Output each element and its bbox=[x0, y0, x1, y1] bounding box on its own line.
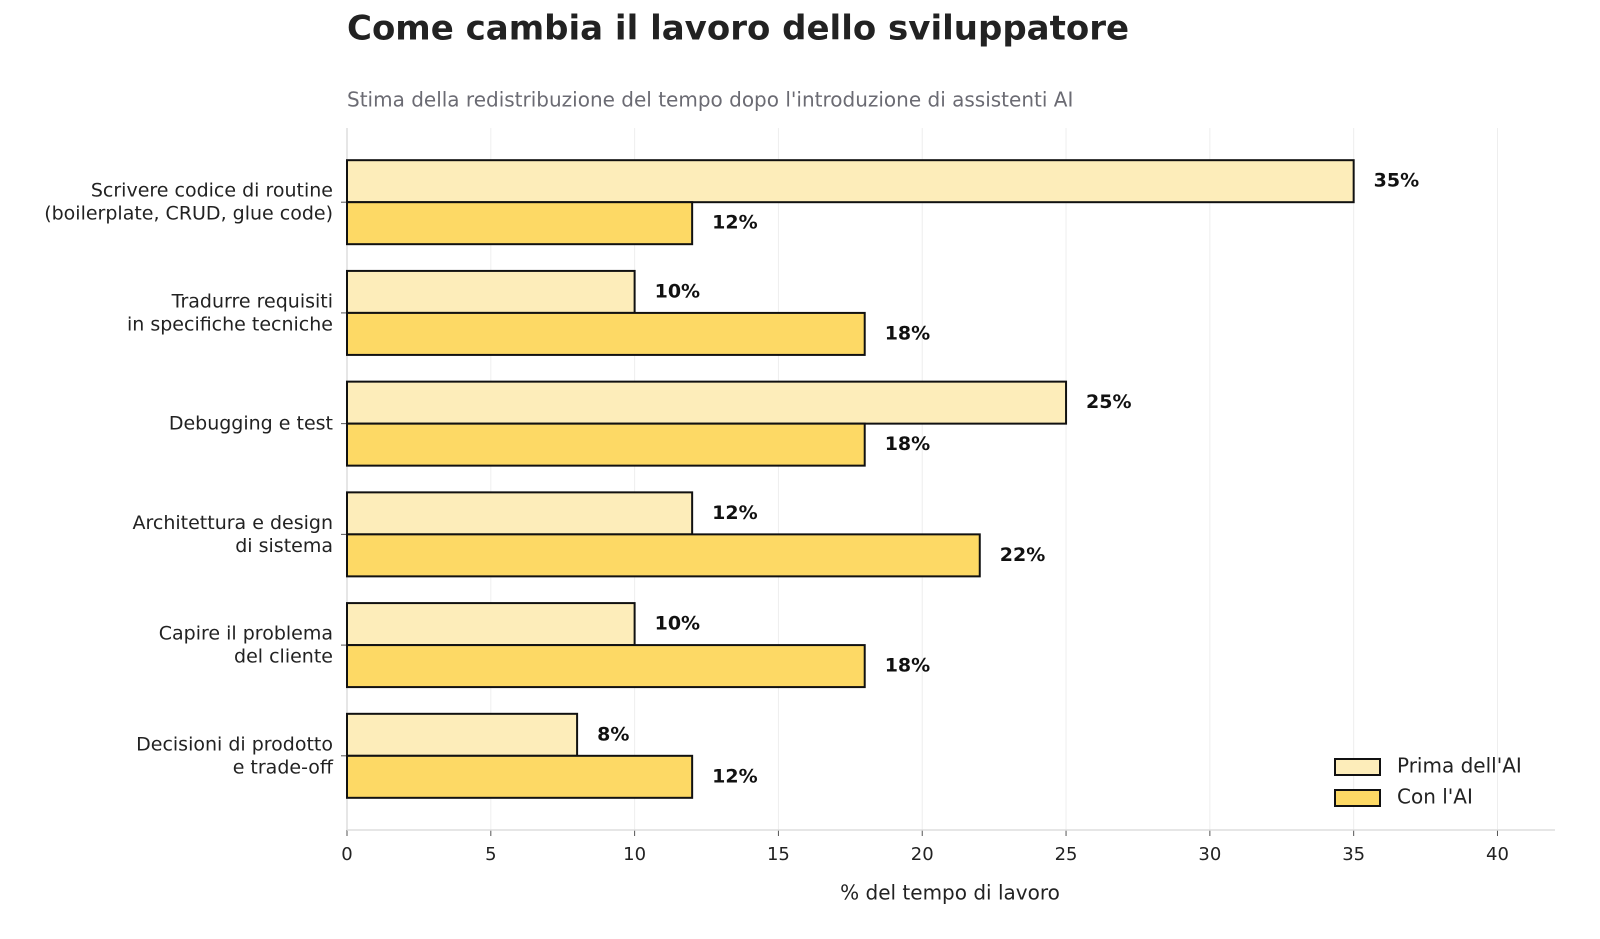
y-tick-label-line: in specifiche tecniche bbox=[127, 313, 333, 335]
value-label: 12% bbox=[712, 502, 757, 524]
y-tick-label: Decisioni di prodotto e trade-off bbox=[136, 733, 334, 778]
y-tick-label-line: Capire il problema bbox=[159, 622, 333, 644]
y-tick-label-line: Decisioni di prodotto bbox=[136, 733, 333, 755]
value-label: 8% bbox=[597, 723, 629, 745]
bar bbox=[346, 712, 579, 757]
bar bbox=[346, 380, 1068, 425]
value-label: 18% bbox=[885, 655, 930, 677]
legend-label: Con l'AI bbox=[1397, 785, 1473, 809]
x-tick-label: 25 bbox=[1055, 844, 1078, 865]
value-label: 18% bbox=[885, 322, 930, 344]
x-tick-label: 35 bbox=[1342, 844, 1365, 865]
y-tick-label: Debugging e test bbox=[169, 412, 333, 434]
x-tick-label: 20 bbox=[911, 844, 934, 865]
y-tick-label-line: Scrivere codice di routine bbox=[91, 179, 333, 201]
bar bbox=[346, 533, 981, 578]
y-tick-label: Architettura e design di sistema bbox=[133, 511, 334, 556]
bar bbox=[346, 491, 694, 536]
y-tick-label-line: di sistema bbox=[235, 534, 333, 556]
bar bbox=[346, 754, 694, 799]
value-label: 25% bbox=[1086, 391, 1131, 413]
bar bbox=[346, 269, 636, 314]
chart-title: Come cambia il lavoro dello sviluppatore bbox=[347, 9, 1129, 49]
legend-swatch bbox=[1334, 789, 1381, 807]
bar bbox=[346, 602, 636, 647]
bar bbox=[346, 644, 866, 689]
y-tick-label-line: Architettura e design bbox=[133, 511, 334, 533]
x-tick-label: 10 bbox=[623, 844, 646, 865]
x-tick-label: 15 bbox=[767, 844, 790, 865]
value-label: 35% bbox=[1374, 170, 1419, 192]
value-label: 12% bbox=[712, 765, 757, 787]
value-label: 10% bbox=[655, 613, 700, 635]
value-label: 12% bbox=[712, 212, 757, 234]
chart-subtitle: Stima della redistribuzione del tempo do… bbox=[347, 88, 1073, 112]
y-tick-label: Capire il problema del cliente bbox=[159, 622, 333, 667]
x-tick-label: 0 bbox=[341, 844, 352, 865]
y-tick-label-line: Debugging e test bbox=[169, 412, 333, 434]
x-tick-label: 30 bbox=[1198, 844, 1221, 865]
y-tick-label: Scrivere codice di routine (boilerplate, … bbox=[44, 179, 333, 224]
x-axis-label: % del tempo di lavoro bbox=[840, 881, 1060, 905]
x-tick-label: 5 bbox=[485, 844, 496, 865]
bar bbox=[346, 422, 866, 467]
bar bbox=[346, 201, 694, 246]
legend-label: Prima dell'AI bbox=[1397, 754, 1522, 778]
y-tick-label-line: Tradurre requisiti bbox=[171, 290, 333, 312]
value-label: 22% bbox=[1000, 544, 1045, 566]
y-tick-label: Tradurre requisiti in specifiche tecniche bbox=[127, 290, 333, 335]
x-tick-label: 40 bbox=[1486, 844, 1509, 865]
y-tick-label-line: (boilerplate, CRUD, glue code) bbox=[44, 202, 333, 224]
y-tick-label-line: e trade-off bbox=[233, 756, 334, 778]
legend-swatch bbox=[1334, 758, 1381, 776]
value-label: 18% bbox=[885, 433, 930, 455]
y-tick-label-line: del cliente bbox=[234, 645, 333, 667]
value-label: 10% bbox=[655, 280, 700, 302]
bar bbox=[346, 311, 866, 356]
bar bbox=[346, 159, 1355, 204]
